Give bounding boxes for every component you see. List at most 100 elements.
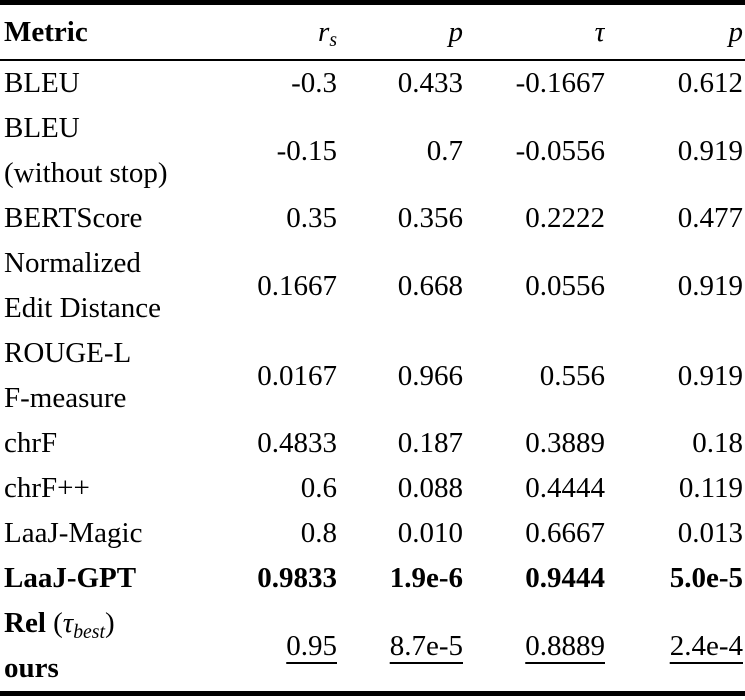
metric-label-line: BERTScore (4, 196, 255, 241)
value-cell: 0.556 (463, 331, 605, 421)
value-cell: 0.6 (255, 466, 337, 511)
value-cell: 0.187 (337, 421, 463, 466)
header-row: Metric rs p τ p (0, 2, 745, 61)
value-text: 0.6 (300, 472, 337, 504)
value-cell: 0.3889 (463, 421, 605, 466)
text-segment: chrF++ (4, 472, 90, 504)
value-text: 0.0556 (525, 269, 605, 302)
metric-label-line: Rel (τbest) (4, 601, 255, 646)
metric-cell: Rel (τbest) ours (0, 601, 255, 694)
value-text: 0.2222 (525, 202, 605, 234)
value-cell: 0.612 (605, 60, 745, 106)
table-row: chrF 0.4833 0.187 0.3889 0.18 (0, 421, 745, 466)
metric-cell: LaaJ-Magic (0, 511, 255, 556)
value-cell: 0.1667 (255, 241, 337, 331)
table-row: Normalized Edit Distance 0.1667 0.668 0.0556… (0, 241, 745, 331)
value-cell: -0.0556 (463, 106, 605, 196)
value-text: 5.0e-5 (669, 562, 743, 594)
value-cell: 0.18 (605, 421, 745, 466)
value-cell: 0.35 (255, 196, 337, 241)
value-text: 0.013 (677, 517, 743, 549)
text-segment: τ (62, 607, 74, 639)
value-text: 0.668 (397, 269, 463, 302)
table-row: LaaJ-Magic 0.8 0.010 0.6667 0.013 (0, 511, 745, 556)
value-cell: -0.3 (255, 60, 337, 106)
text-segment: BERTScore (4, 202, 143, 234)
metric-cell: chrF++ (0, 466, 255, 511)
value-text: 0.088 (397, 472, 463, 504)
metric-cell: LaaJ-GPT (0, 556, 255, 601)
value-cell: 0.9833 (255, 556, 337, 601)
value-cell: 0.4444 (463, 466, 605, 511)
metric-cell: BLEU (without stop) (0, 106, 255, 196)
value-text: 0.3889 (525, 427, 605, 459)
text-segment: ours (4, 652, 59, 684)
value-cell: 0.0167 (255, 331, 337, 421)
text-segment: (without stop) (4, 157, 168, 189)
value-text: 0.556 (539, 359, 605, 392)
col-header-p2: p (605, 2, 745, 61)
value-text: 0.1667 (257, 269, 337, 302)
table-row: BLEU -0.3 0.433 -0.1667 0.612 (0, 60, 745, 106)
text-segment: τ (594, 15, 605, 48)
text-segment: BLEU (4, 112, 80, 144)
value-cell: 0.2222 (463, 196, 605, 241)
value-text: 0.612 (677, 67, 743, 99)
value-cell: 0.433 (337, 60, 463, 106)
text-segment: ) (104, 607, 115, 639)
text-segment: ( (45, 607, 63, 639)
value-text: 0.9833 (257, 562, 337, 594)
col-header-metric: Metric (0, 2, 255, 61)
metric-label-line: F-measure (4, 376, 255, 421)
value-cell: 8.7e-5 (337, 601, 463, 694)
value-text: 0.919 (677, 134, 743, 167)
value-cell: -0.15 (255, 106, 337, 196)
value-text: -0.1667 (515, 67, 605, 99)
text-segment: Edit Distance (4, 292, 162, 324)
value-text: 0.919 (677, 359, 743, 392)
value-cell: 0.013 (605, 511, 745, 556)
value-cell: 0.010 (337, 511, 463, 556)
value-text: 2.4e-4 (669, 629, 743, 662)
text-segment: s (329, 29, 337, 52)
value-cell: 0.088 (337, 466, 463, 511)
metric-label-line: chrF (4, 421, 255, 466)
value-text: 0.8 (300, 517, 337, 549)
text-segment: Normalized (4, 247, 141, 279)
metric-label-line: BLEU (4, 106, 255, 151)
value-text: 0.9444 (525, 562, 605, 594)
value-cell: 0.356 (337, 196, 463, 241)
value-cell: 0.4833 (255, 421, 337, 466)
text-segment: r (318, 15, 330, 48)
value-text: 0.18 (692, 427, 743, 459)
text-segment: LaaJ-Magic (4, 517, 143, 549)
value-text: -0.3 (291, 67, 337, 99)
text-segment: BLEU (4, 67, 80, 99)
value-cell: 0.668 (337, 241, 463, 331)
value-cell: 0.8889 (463, 601, 605, 694)
value-text: 1.9e-6 (389, 562, 463, 594)
table-row: LaaJ-GPT 0.9833 1.9e-6 0.9444 5.0e-5 (0, 556, 745, 601)
value-cell: 0.8 (255, 511, 337, 556)
value-text: 0.4444 (525, 472, 605, 504)
table-row: Rel (τbest) ours 0.95 8.7e-5 0.8889 2.4e-4 (0, 601, 745, 694)
value-cell: 2.4e-4 (605, 601, 745, 694)
metric-label-line: Normalized (4, 241, 255, 286)
text-segment: LaaJ-GPT (4, 562, 137, 594)
value-text: 0.6667 (525, 517, 605, 549)
metric-label-line: ROUGE-L (4, 331, 255, 376)
value-cell: 0.919 (605, 106, 745, 196)
table-body: BLEU -0.3 0.433 -0.1667 0.612 BLEU (without st… (0, 60, 745, 694)
value-text: 0.919 (677, 269, 743, 302)
metric-cell: Normalized Edit Distance (0, 241, 255, 331)
value-cell: -0.1667 (463, 60, 605, 106)
value-text: -0.15 (276, 134, 337, 167)
value-cell: 0.477 (605, 196, 745, 241)
value-cell: 0.0556 (463, 241, 605, 331)
col-header-tau: τ (463, 2, 605, 61)
metric-cell: BLEU (0, 60, 255, 106)
value-text: 0.0167 (257, 359, 337, 392)
metric-label-line: ours (4, 646, 255, 691)
value-cell: 0.6667 (463, 511, 605, 556)
